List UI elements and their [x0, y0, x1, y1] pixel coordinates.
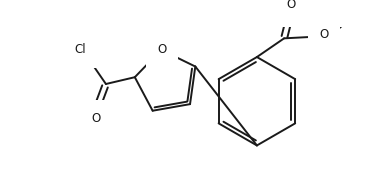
Text: O: O	[91, 112, 100, 124]
Text: Cl: Cl	[74, 43, 86, 56]
Text: O: O	[319, 28, 329, 41]
Text: O: O	[286, 0, 296, 11]
Text: O: O	[158, 43, 167, 56]
